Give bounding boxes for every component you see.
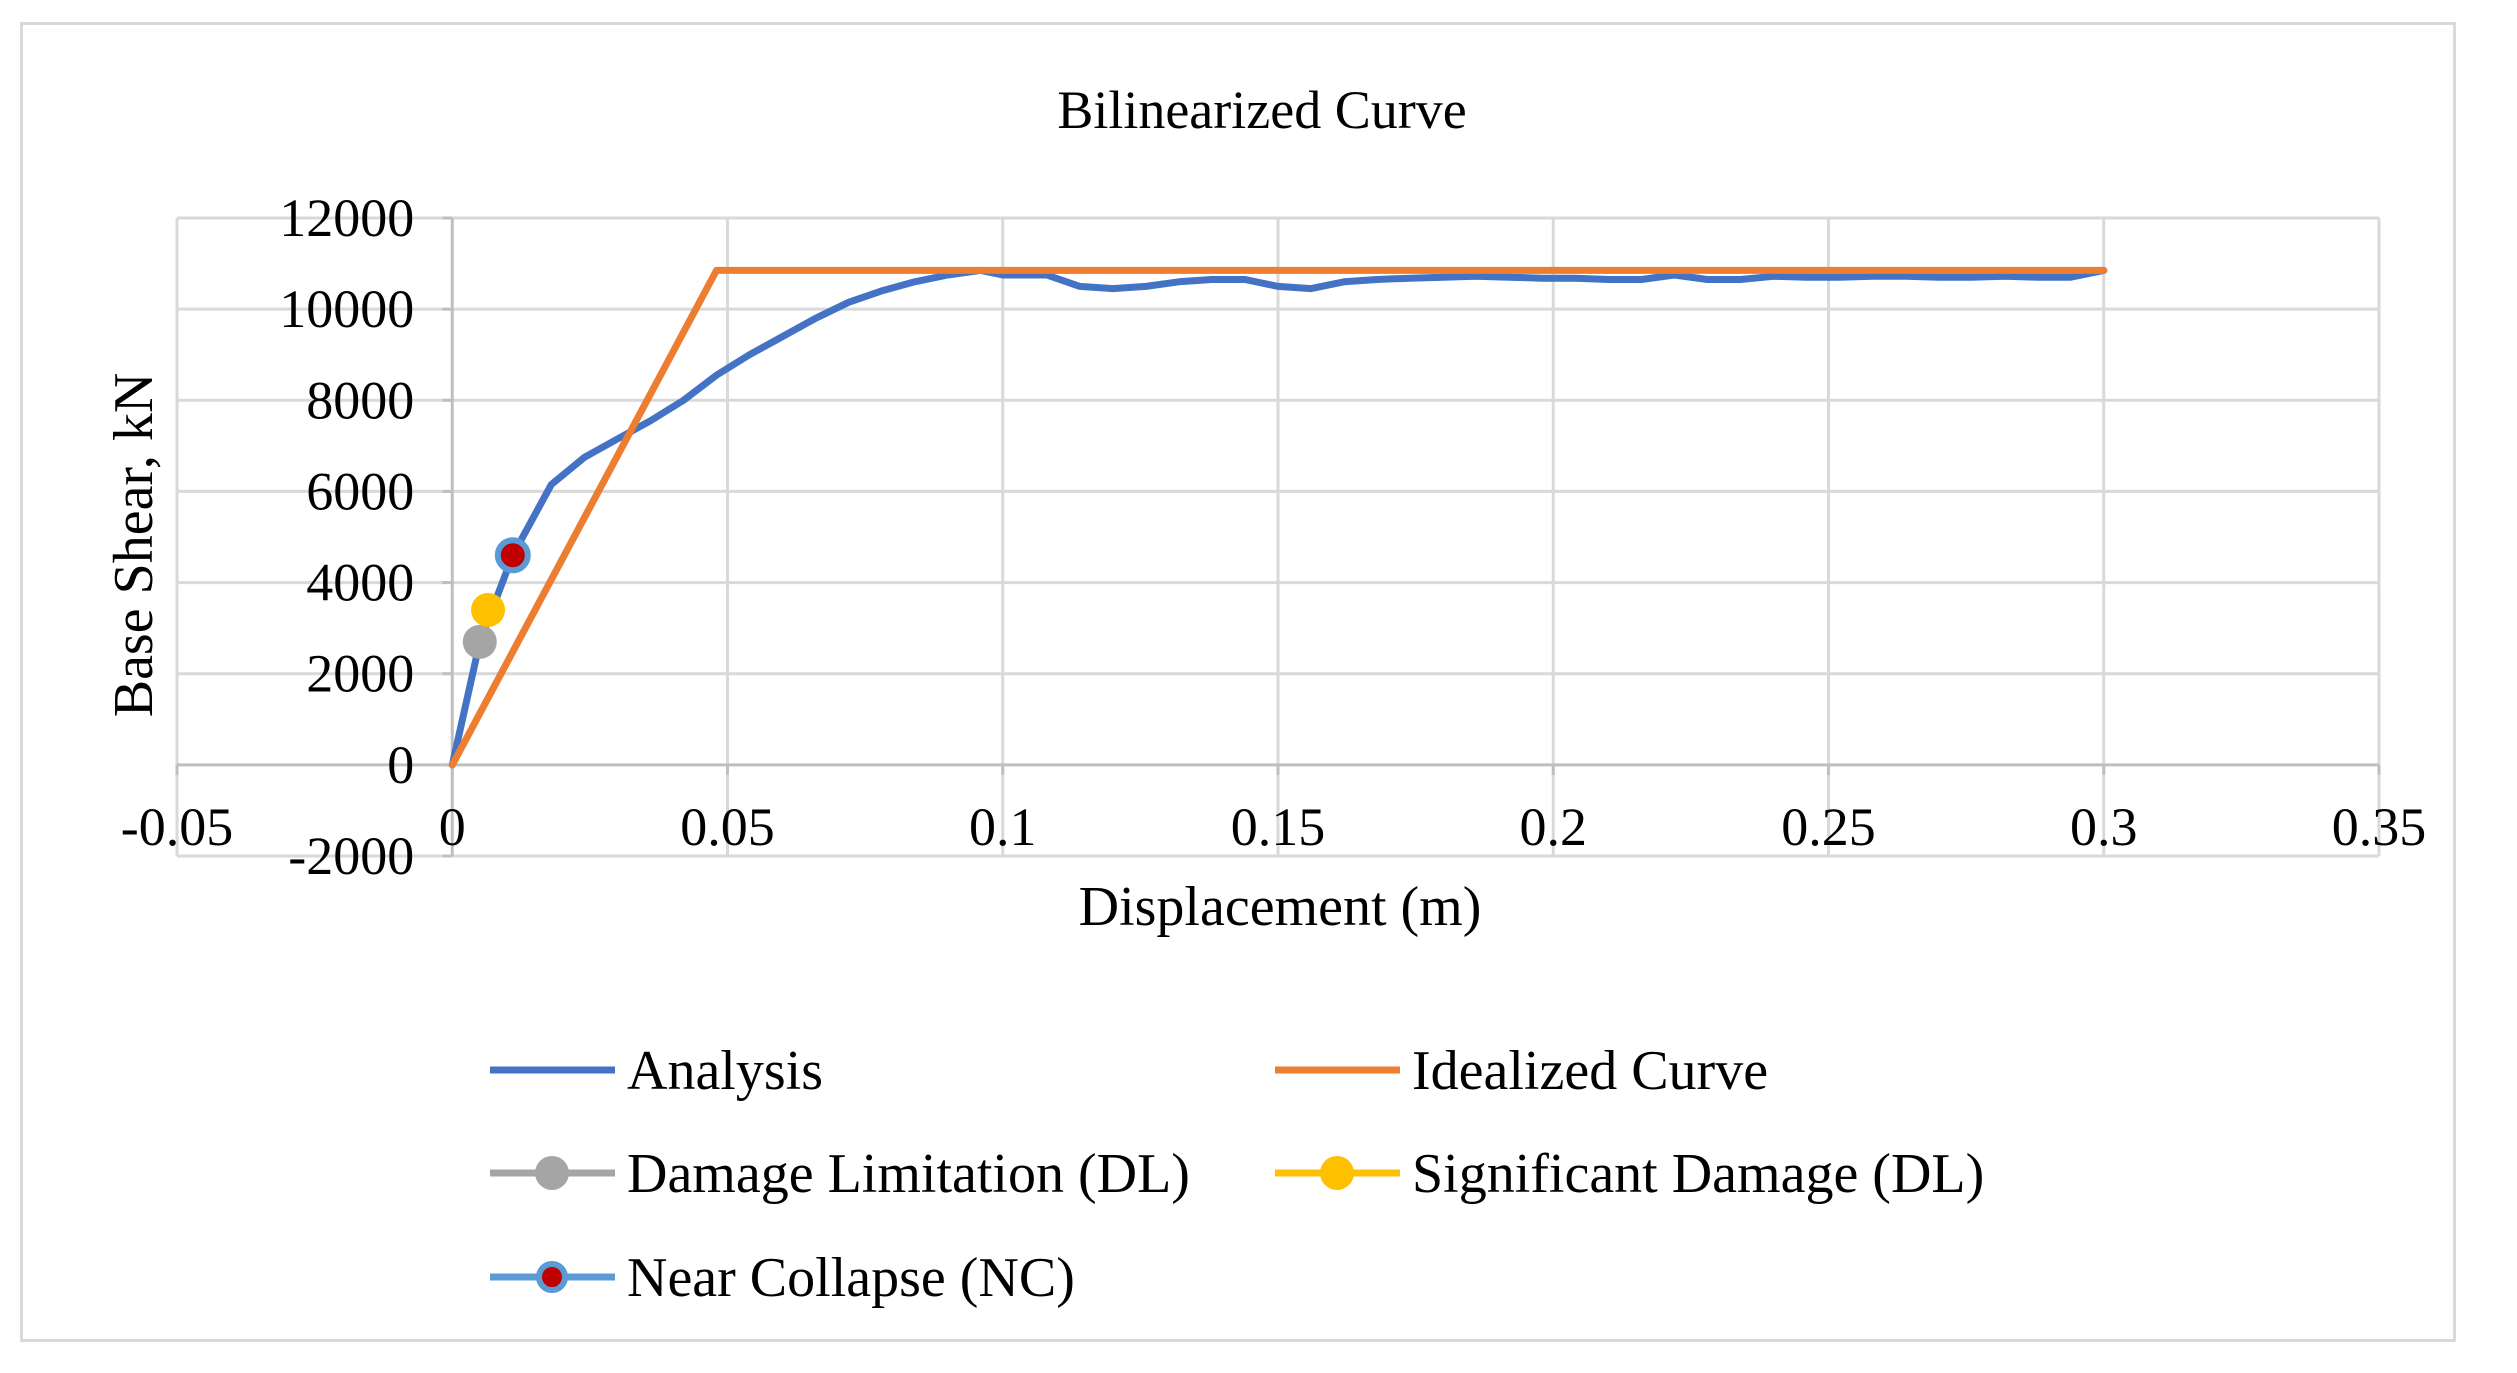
x-tick-label: 0.1 <box>969 797 1037 857</box>
plot-area <box>448 266 2108 769</box>
tick-labels: -2000 0 2000 4000 6000 8000 10000 12000 -0.05 0 0.… <box>121 188 2426 886</box>
y-tick-label: 2000 <box>306 644 414 704</box>
x-tick-label: 0 <box>439 797 466 857</box>
series-line-idealized-curve <box>448 266 2108 769</box>
gridlines <box>175 216 2381 858</box>
x-tick-label: 0.05 <box>680 797 775 857</box>
legend-marker-near-collapse-nc <box>536 1261 568 1293</box>
x-tick-label: 0.35 <box>2332 797 2427 857</box>
y-tick-label: 0 <box>387 735 414 795</box>
y-tick-label: 8000 <box>306 370 414 430</box>
x-tick-label: 0.3 <box>2070 797 2138 857</box>
y-tick-label: 6000 <box>306 461 414 521</box>
x-tick-label: 0.25 <box>1781 797 1876 857</box>
chart-frame <box>20 22 2456 1342</box>
series-line-analysis <box>448 266 2108 769</box>
legend-label-analysis: Analysis <box>627 1040 823 1102</box>
data-point-damage-limitation-dl <box>462 624 497 659</box>
x-tick-label: 0.2 <box>1520 797 1588 857</box>
legend-marker-significant-damage-dl <box>1320 1156 1354 1190</box>
y-tick-label: 10000 <box>279 279 414 339</box>
chart-title: Bilinearized Curve <box>1057 80 1466 140</box>
legend-label-significant-damage-dl: Significant Damage (DL) <box>1412 1143 1984 1205</box>
y-tick-label: 12000 <box>279 188 414 248</box>
y-tick-label: -2000 <box>288 826 414 886</box>
y-axis-label: Base Shear, kN <box>103 373 165 718</box>
legend-label-idealized-curve: Idealized Curve <box>1412 1040 1768 1102</box>
data-point-near-collapse-nc <box>494 537 531 574</box>
legend-marker-damage-limitation-dl <box>535 1156 569 1190</box>
data-point-significant-damage-dl <box>471 592 506 627</box>
legend: Analysis Idealized Curve Damage Limitation… <box>490 1040 1984 1309</box>
x-axis-label: Displacement (m) <box>1079 876 1482 938</box>
x-tick-label: 0.15 <box>1231 797 1326 857</box>
legend-label-damage-limitation-dl: Damage Limitation (DL) <box>627 1143 1190 1205</box>
y-tick-label: 4000 <box>306 553 414 613</box>
legend-label-near-collapse-nc: Near Collapse (NC) <box>627 1247 1075 1309</box>
x-tick-label: -0.05 <box>121 797 233 857</box>
